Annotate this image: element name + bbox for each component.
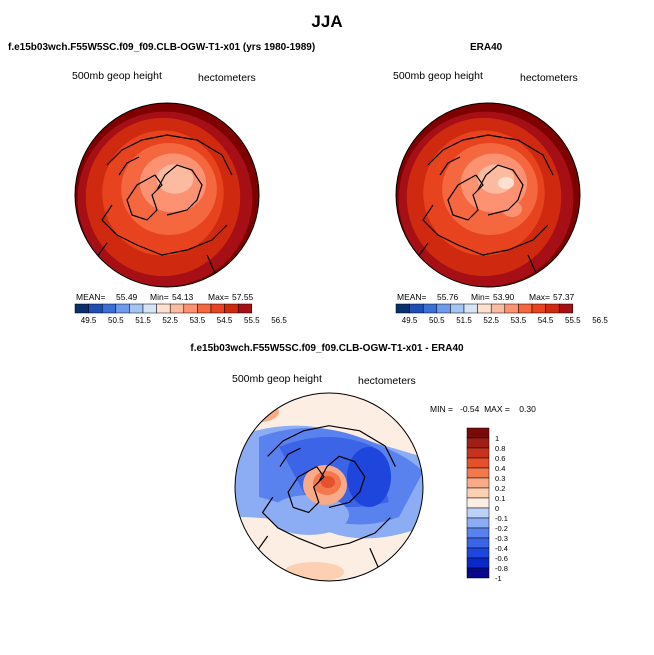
panel3-colorbar-tick-label: 0.8 [495,444,505,453]
panel3-colorbar-tick-label: -0.4 [495,544,508,553]
panel2-colorbar-tick-label: 56.5 [592,316,608,325]
panel3-colorbar-segment [466,537,490,549]
panel2-colorbar-segment [490,303,506,314]
panel3-title: f.e15b03wch.F55W5SC.f09_f09.CLB-OGW-T1-x… [190,343,464,354]
panel2-variable: 500mb geop height [393,70,483,82]
panel1-max-value: 57.55 [232,292,254,302]
panel1-colorbar-segment [210,303,225,314]
panel1-colorbar-segment [224,303,239,314]
panel1-colorbar-segment [183,303,198,314]
panel2-colorbar-segment [422,303,438,314]
panel3-colorbar-tick-label: 0.6 [495,454,505,463]
panel3-variable: 500mb geop height [232,373,322,385]
panel1-colorbar-segment [156,303,171,314]
panel2-max-value: 57.37 [553,292,575,302]
panel3-colorbar-segment [466,527,490,539]
panel1-colorbar-segment [88,303,103,314]
panel1-map [74,102,260,288]
panel2-mean-value: 55.76 [437,292,459,302]
panel1-variable: 500mb geop height [72,70,162,82]
panel3-colorbar-tick-label: -1 [495,574,502,583]
panel2-colorbar-tick-label: 49.5 [402,316,418,325]
panel3-colorbar-segment [466,427,490,439]
panel3-colorbar-segment [466,447,490,459]
panel2-colorbar-tick-label: 54.5 [538,316,554,325]
panel2-colorbar-segment [450,303,465,314]
panel1-colorbar-segment [101,303,117,314]
panel1-colorbar-tick-label: 56.5 [271,316,287,325]
main-title: JJA [311,12,343,31]
panel1-colorbar-segment [142,303,157,314]
panel3-colorbar-segment [466,507,490,519]
panel3-colorbar-tick-label: 0.3 [495,474,505,483]
panel3-colorbar-tick-label: -0.8 [495,564,508,573]
panel2-colorbar-segment [558,303,574,314]
panel2-min-value: 53.90 [493,292,515,302]
panel2-title: ERA40 [470,42,503,53]
panel1-mean-label: MEAN= [76,292,106,302]
panel2-colorbar-tick-label: 55.5 [565,316,581,325]
panel1-colorbar-tick-label: 52.5 [162,316,178,325]
panel1-units: hectometers [198,72,256,84]
panel2-colorbar-segment [436,303,451,314]
panel1-colorbar-segment [129,303,144,314]
panel3-colorbar-segment [466,467,490,479]
panel2-units: hectometers [520,72,578,84]
panel3-colorbar-tick-label: 0.4 [495,464,505,473]
panel2-colorbar-segment [518,303,533,314]
panel2-colorbar-segment [395,303,410,314]
panel1-colorbar-segment [115,303,130,314]
panel1-max-label: Max= [208,292,230,302]
panel1-colorbar-segment [74,303,89,314]
panel1-min-value: 54.13 [172,292,194,302]
panel3-colorbar-tick-label: 0.2 [495,484,505,493]
panel2-min-label: Min= [471,292,490,302]
panel3-colorbar-segment [466,437,490,449]
panel2-colorbar-segment [477,303,492,314]
panel2-colorbar-segment [531,303,546,314]
panel2-map [395,102,581,288]
panel3-colorbar-tick-label: 0 [495,504,499,513]
panel3-colorbar-segment [466,457,490,469]
panel2-colorbar-segment [463,303,478,314]
panel1-colorbar-segment [169,303,185,314]
panel2-colorbar-segment [409,303,424,314]
panel3-colorbar-segment [466,567,490,579]
panel2-colorbar-segment [504,303,519,314]
panel1-min-label: Min= [150,292,169,302]
panel3-colorbar-segment [466,557,490,569]
panel1-colorbar-tick-label: 53.5 [190,316,206,325]
panel2-colorbar-segment [545,303,560,314]
panel3-map [234,392,424,582]
panel2-mean-label: MEAN= [397,292,427,302]
panel1-colorbar-tick-label: 55.5 [244,316,260,325]
panel3-colorbar-segment [466,477,490,489]
panel1-title: f.e15b03wch.F55W5SC.f09_f09.CLB-OGW-T1-x… [8,42,316,53]
panel2-colorbar-tick-label: 50.5 [429,316,445,325]
panel3-colorbar-tick-label: -0.1 [495,514,508,523]
panel2-colorbar-tick-label: 51.5 [456,316,472,325]
panel1-mean-value: 55.49 [116,292,138,302]
panel1-colorbar-tick-label: 54.5 [217,316,233,325]
panel1-colorbar-tick-label: 50.5 [108,316,124,325]
panel3-colorbar-tick-label: -0.2 [495,524,508,533]
panel3-colorbar-tick-label: 1 [495,434,499,443]
panel3-colorbar-segment [466,517,490,529]
panel3-minmax: MIN = -0.54 MAX = 0.30 [430,404,536,414]
panel2-max-label: Max= [529,292,551,302]
panel1-colorbar-tick-label: 49.5 [81,316,97,325]
panel3-units: hectometers [358,375,416,387]
panel3-colorbar-segment [466,497,490,509]
panel1-colorbar-tick-label: 51.5 [135,316,151,325]
panel2-colorbar-tick-label: 52.5 [483,316,499,325]
panel3-colorbar-segment [466,487,490,499]
panel3-colorbar-tick-label: 0.1 [495,494,505,503]
panel3-colorbar-tick-label: -0.6 [495,554,508,563]
panel2-colorbar-tick-label: 53.5 [511,316,527,325]
panel3-colorbar-tick-label: -0.3 [495,534,508,543]
panel3-colorbar-segment [466,547,490,559]
panel1-colorbar-segment [197,303,212,314]
panel1-colorbar-segment [237,303,253,314]
